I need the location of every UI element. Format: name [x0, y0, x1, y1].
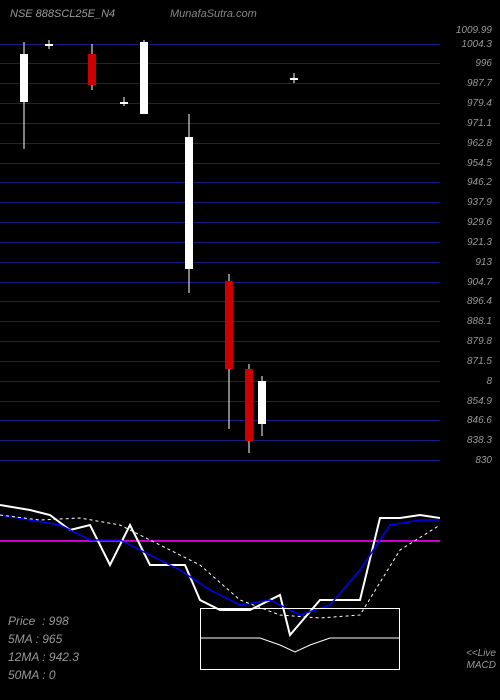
candle-body — [185, 137, 193, 268]
candle-body — [120, 102, 128, 104]
grid-line — [0, 262, 440, 263]
grid-line — [0, 361, 440, 362]
candle-body — [258, 381, 266, 424]
ticker-label: NSE 888SCL25E_N4 — [10, 8, 115, 20]
grid-line — [0, 222, 440, 223]
y-tick-label: 871.5 — [467, 356, 492, 367]
macd-live-label: <<Live MACD — [466, 648, 496, 672]
ma12-label: 12MA — [8, 650, 39, 664]
candle-body — [20, 54, 28, 102]
y-tick-label: 1004.3 — [461, 39, 492, 50]
dashed-line — [0, 515, 440, 618]
grid-line — [0, 143, 440, 144]
y-tick-label: 904.7 — [467, 277, 492, 288]
grid-line — [0, 341, 440, 342]
grid-line — [0, 83, 440, 84]
y-axis-labels: 1009.991004.3996987.7979.4971.1962.8954.… — [440, 30, 496, 460]
watermark: MunafaSutra.com — [170, 8, 257, 20]
y-tick-label: 987.7 — [467, 78, 492, 89]
ma5-label: 5MA — [8, 632, 32, 646]
y-tick-label: 838.3 — [467, 435, 492, 446]
y-tick-label: 929.6 — [467, 217, 492, 228]
grid-line — [0, 63, 440, 64]
y-tick-label: 937.9 — [467, 197, 492, 208]
grid-line — [0, 123, 440, 124]
y-tick-label: 1009.99 — [456, 25, 492, 36]
grid-line — [0, 44, 440, 45]
grid-line — [0, 282, 440, 283]
y-tick-label: 954.5 — [467, 158, 492, 169]
y-tick-label: 896.4 — [467, 296, 492, 307]
stats-box: Price : 998 5MA : 965 12MA : 942.3 50MA … — [8, 612, 79, 684]
grid-line — [0, 420, 440, 421]
grid-line — [0, 440, 440, 441]
grid-line — [0, 401, 440, 402]
ma12-value: : 942.3 — [42, 650, 79, 664]
y-tick-label: 8 — [486, 376, 492, 387]
candle-body — [88, 54, 96, 85]
candle-body — [225, 281, 233, 369]
grid-line — [0, 182, 440, 183]
y-tick-label: 846.6 — [467, 415, 492, 426]
price-chart — [0, 30, 440, 460]
grid-line — [0, 381, 440, 382]
y-tick-label: 854.9 — [467, 396, 492, 407]
price-value: : 998 — [42, 614, 69, 628]
grid-line — [0, 460, 440, 461]
y-tick-label: 996 — [475, 58, 492, 69]
y-tick-label: 962.8 — [467, 138, 492, 149]
candle-body — [140, 42, 148, 114]
candle-body — [45, 44, 53, 46]
ma50-value: : 0 — [42, 668, 55, 682]
y-tick-label: 913 — [475, 257, 492, 268]
candle-body — [290, 78, 298, 80]
ma50-label: 50MA — [8, 668, 39, 682]
y-tick-label: 888.1 — [467, 316, 492, 327]
candle-body — [245, 369, 253, 441]
y-tick-label: 971.1 — [467, 118, 492, 129]
grid-line — [0, 321, 440, 322]
y-tick-label: 946.2 — [467, 177, 492, 188]
y-tick-label: 979.4 — [467, 98, 492, 109]
ma5-value: : 965 — [36, 632, 63, 646]
y-tick-label: 830 — [475, 455, 492, 466]
grid-line — [0, 242, 440, 243]
macd-sub-box — [200, 608, 400, 670]
macd-line — [0, 515, 440, 615]
price-label: Price — [8, 614, 35, 628]
grid-line — [0, 202, 440, 203]
grid-line — [0, 301, 440, 302]
y-tick-label: 921.3 — [467, 237, 492, 248]
grid-line — [0, 103, 440, 104]
y-tick-label: 879.8 — [467, 336, 492, 347]
grid-line — [0, 163, 440, 164]
